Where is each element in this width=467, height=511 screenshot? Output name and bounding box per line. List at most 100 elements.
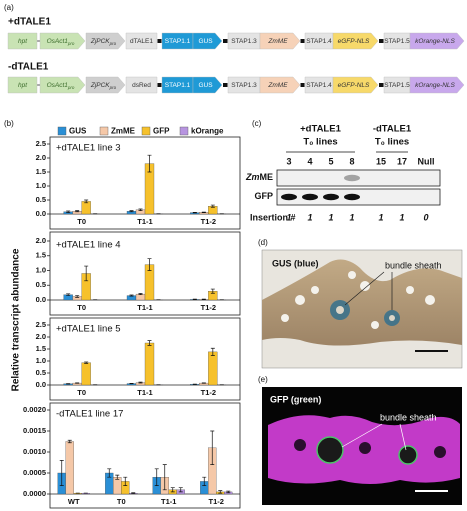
error-bar bbox=[226, 490, 231, 494]
part-label: GUS bbox=[198, 82, 213, 89]
insertion-count: 1 bbox=[307, 212, 312, 222]
part-name: eGFP-NLS bbox=[338, 38, 370, 45]
gel-band bbox=[323, 193, 339, 201]
part-name: ZmME bbox=[267, 82, 288, 89]
annotation: bundle sheath bbox=[385, 260, 442, 270]
error-bar bbox=[210, 430, 215, 465]
x-tick-label: T1-2 bbox=[201, 217, 216, 226]
error-bar bbox=[66, 293, 71, 296]
gus-micrograph bbox=[261, 249, 463, 369]
y-tick-label: 0.5 bbox=[36, 280, 46, 289]
y-tick-label: 0.5 bbox=[36, 368, 46, 377]
bar bbox=[144, 342, 155, 386]
legend-label: GFP bbox=[153, 127, 170, 136]
error-bar bbox=[129, 210, 134, 213]
linker bbox=[157, 83, 162, 87]
insertion-count: 1 bbox=[349, 212, 354, 222]
gel-band bbox=[344, 174, 360, 182]
part-name: STAP1.5 bbox=[384, 38, 410, 45]
part-label: ZmME bbox=[267, 82, 288, 89]
y-tick-label: 0.0020 bbox=[23, 405, 46, 414]
legend-label: ZmME bbox=[111, 127, 136, 136]
construct-part bbox=[192, 32, 223, 50]
group-title: +dTALE1 bbox=[300, 124, 341, 135]
part-name: kOrange-NLS bbox=[415, 38, 455, 45]
part-name: STAP1.3 bbox=[231, 82, 257, 89]
part-label: hpt bbox=[18, 82, 28, 89]
construct-part bbox=[39, 76, 86, 94]
part-label: dsRed bbox=[132, 82, 151, 89]
part-name: STAP1.4 bbox=[306, 82, 332, 89]
error-bar bbox=[201, 298, 206, 301]
linker bbox=[223, 83, 228, 87]
y-tick-label: 0.0 bbox=[36, 209, 46, 218]
error-bar bbox=[218, 490, 223, 494]
error-bar bbox=[131, 492, 136, 494]
construct-part bbox=[192, 76, 223, 94]
y-tick-label: 1.5 bbox=[36, 251, 46, 260]
part-name: ZmME bbox=[267, 38, 288, 45]
bar bbox=[65, 441, 74, 495]
construct-part bbox=[7, 76, 38, 94]
construct-part bbox=[259, 76, 301, 94]
error-bar bbox=[178, 487, 183, 493]
error-bar bbox=[202, 476, 207, 486]
error-bar bbox=[84, 199, 89, 204]
part-name: ZjPCK bbox=[90, 38, 110, 45]
part-name: GUS bbox=[198, 82, 213, 89]
part-label: STAP1.1 bbox=[165, 82, 191, 89]
x-tick-label: T1-1 bbox=[137, 303, 152, 312]
insertion-label: Insertion # bbox=[250, 212, 296, 222]
gel-row-text: ME bbox=[260, 172, 274, 182]
insertion-count: 1 bbox=[328, 212, 333, 222]
insertion-count: 0 bbox=[423, 212, 428, 222]
part-label: eGFP-NLS bbox=[338, 38, 370, 45]
linker bbox=[379, 39, 384, 43]
part-name: kOrange-NLS bbox=[415, 82, 455, 89]
y-tick-label: 1.5 bbox=[36, 344, 46, 353]
lane-label: 17 bbox=[397, 156, 407, 166]
x-tick-label: T0 bbox=[77, 217, 86, 226]
error-bar bbox=[147, 340, 152, 346]
error-bar bbox=[129, 294, 134, 297]
gel-band bbox=[302, 193, 318, 201]
error-bar bbox=[192, 211, 197, 214]
part-label: kOrange-NLS bbox=[415, 82, 455, 89]
legend-swatch bbox=[141, 126, 151, 136]
x-tick-label: T0 bbox=[77, 303, 86, 312]
part-subscript: pro bbox=[109, 41, 117, 46]
linker bbox=[379, 83, 384, 87]
x-tick-label: T1-1 bbox=[137, 217, 152, 226]
chart-frame bbox=[49, 317, 241, 401]
gel-strip bbox=[276, 169, 441, 187]
legend-swatch bbox=[179, 126, 189, 136]
insertion-count: 1 bbox=[286, 212, 291, 222]
x-tick-label: WT bbox=[68, 497, 80, 506]
x-tick-label: T0 bbox=[77, 388, 86, 397]
bar bbox=[81, 201, 91, 215]
construct-title: -dTALE1 bbox=[8, 62, 49, 73]
x-tick-label: T0 bbox=[117, 497, 126, 506]
insertion-count: 1 bbox=[378, 212, 383, 222]
linker bbox=[223, 39, 228, 43]
y-tick-label: 2.0 bbox=[36, 332, 46, 341]
part-label: hpt bbox=[18, 38, 28, 45]
part-name: STAP1.1 bbox=[165, 82, 191, 89]
error-bar bbox=[170, 487, 175, 493]
group-subtitle: T₀ lines bbox=[303, 137, 337, 148]
part-label: ZjPCKpro bbox=[90, 38, 117, 46]
x-tick-label: T1-2 bbox=[209, 497, 224, 506]
y-tick-label: 2.0 bbox=[36, 236, 46, 245]
panel-label: (a) bbox=[4, 3, 14, 12]
part-label: kOrange-NLS bbox=[415, 38, 455, 45]
gel-row-label: GFP bbox=[254, 191, 273, 201]
part-label: ZjPCKpro bbox=[90, 82, 117, 90]
part-subscript: pro bbox=[109, 85, 117, 90]
part-label: GUS bbox=[198, 38, 213, 45]
error-bar bbox=[123, 476, 128, 486]
gel-band bbox=[281, 193, 297, 201]
error-bar bbox=[210, 288, 215, 294]
panel-label: (e) bbox=[258, 375, 268, 384]
chart-frame bbox=[49, 402, 241, 509]
